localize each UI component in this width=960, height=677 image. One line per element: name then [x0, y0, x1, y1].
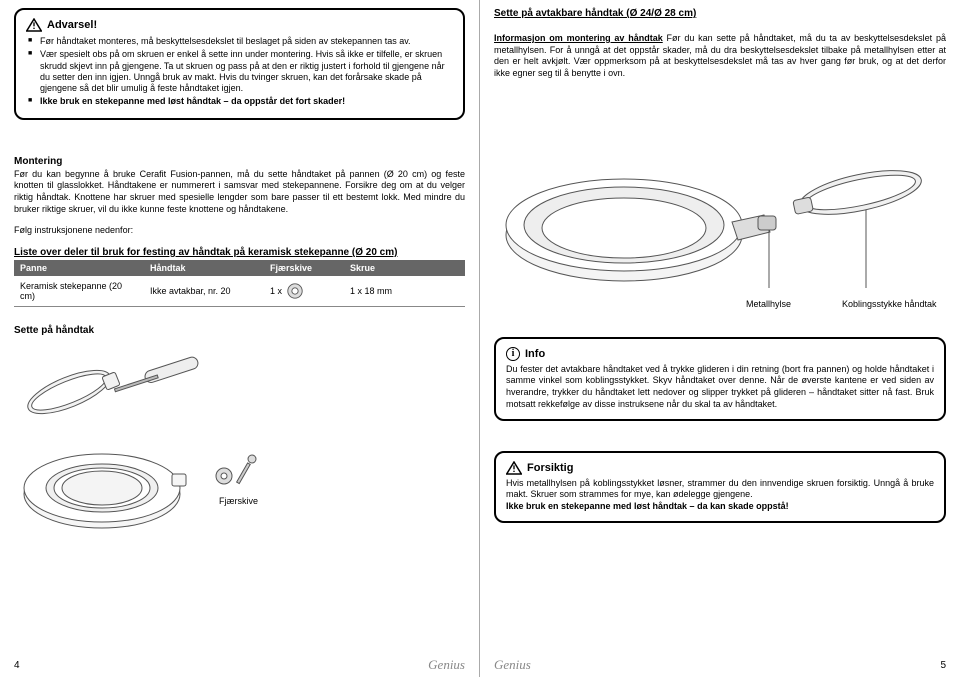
info-text: Du fester det avtakbare håndtaket ved å … [506, 364, 934, 411]
warning-title: Advarsel! [47, 19, 97, 31]
th-handtak: Håndtak [144, 260, 264, 276]
warning-item: Før håndtaket monteres, må beskyttelsesd… [28, 36, 453, 47]
page-left: Advarsel! Før håndtaket monteres, må bes… [0, 0, 480, 677]
warning-list: Før håndtaket monteres, må beskyttelsesd… [26, 36, 453, 108]
warning-item: Vær spesielt obs på om skruen er enkel å… [28, 49, 453, 94]
td-panne: Keramisk stekepanne (20 cm) [14, 276, 144, 306]
forsiktig-title: Forsiktig [527, 462, 573, 474]
th-fjaerskive: Fjærskive [264, 260, 344, 276]
handle-illustration-area: Fjærskive [14, 344, 465, 544]
forsiktig-bold: Ikke bruk en stekepanne med løst håndtak… [506, 501, 789, 511]
td-fjaerskive: 1 x [264, 276, 344, 306]
washer-icon [286, 282, 304, 300]
follow-text: Følg instruksjonene nedenfor: [14, 225, 465, 237]
logo: Genius [494, 657, 531, 673]
page-number: 5 [940, 660, 946, 671]
warning-triangle-icon [26, 18, 42, 32]
parts-list-title: Liste over deler til bruk for festing av… [14, 247, 465, 258]
forsiktig-heading: Forsiktig [506, 461, 934, 475]
warning-box: Advarsel! Før håndtaket monteres, må bes… [14, 8, 465, 120]
forsiktig-box: Forsiktig Hvis metallhylsen på koblingss… [494, 451, 946, 523]
warning-heading: Advarsel! [26, 18, 453, 32]
avtakbare-title: Sette på avtakbare håndtak (Ø 24/Ø 28 cm… [494, 8, 946, 19]
page-number: 4 [14, 660, 20, 671]
fjaerskive-label: Fjærskive [219, 496, 258, 506]
th-panne: Panne [14, 260, 144, 276]
page-right: Sette på avtakbare håndtak (Ø 24/Ø 28 cm… [480, 0, 960, 677]
info-icon: i [506, 347, 520, 361]
montering-title: Montering [14, 156, 465, 167]
info-title: Info [525, 348, 545, 360]
warning-triangle-icon [506, 461, 522, 475]
th-skrue: Skrue [344, 260, 424, 276]
montering-body: Før du kan begynne å bruke Cerafit Fusio… [14, 169, 465, 216]
td-handtak: Ikke avtakbar, nr. 20 [144, 276, 264, 306]
info-montering-label: Informasjon om montering av håndtak [494, 33, 663, 43]
table-row: Keramisk stekepanne (20 cm) Ikke avtakba… [14, 276, 465, 307]
table-header: Panne Håndtak Fjærskive Skrue [14, 260, 465, 276]
info-box: i Info Du fester det avtakbare håndtaket… [494, 337, 946, 421]
info-montering-body: Informasjon om montering av håndtak Før … [494, 33, 946, 80]
info-heading: i Info [506, 347, 934, 361]
logo: Genius [428, 657, 465, 673]
koblingsstykke-label: Koblingsstykke håndtak [842, 299, 937, 309]
forsiktig-text: Hvis metallhylsen på koblingsstykket løs… [506, 478, 934, 513]
metallhylse-label: Metallhylse [746, 299, 791, 309]
td-skrue: 1 x 18 mm [344, 276, 424, 306]
warning-item-bold: Ikke bruk en stekepanne med løst håndtak… [28, 96, 453, 107]
pan-handle-icon [494, 140, 934, 315]
sette-title: Sette på håndtak [14, 325, 465, 336]
handle-assembly-icon [14, 344, 274, 544]
